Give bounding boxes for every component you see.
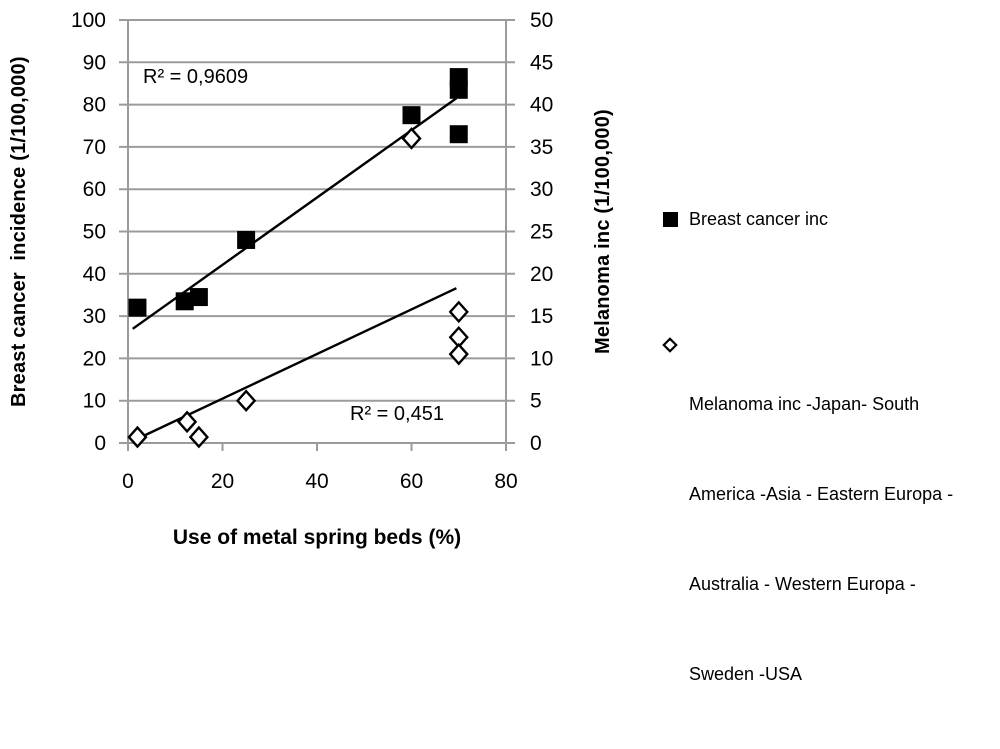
data-point-square — [175, 292, 194, 311]
x-axis-tick-label: 0 — [122, 470, 134, 493]
legend-item-melanoma: Melanoma inc -Japan- South America -Asia… — [660, 329, 965, 749]
x-axis-tick-label: 60 — [400, 470, 423, 493]
data-point-diamond — [188, 425, 209, 449]
x-axis-tick-label: 40 — [305, 470, 328, 493]
y-axis-tick-label-right: 25 — [530, 221, 553, 244]
y-axis-tick-label-right: 15 — [530, 305, 553, 328]
y-axis-tick-label-left: 80 — [83, 94, 106, 117]
trendline — [136, 287, 457, 440]
data-point-square — [402, 106, 421, 125]
y-axis-tick-label-right: 5 — [530, 390, 542, 413]
y-axis-tick-label-left: 70 — [83, 136, 106, 159]
legend-label-breast-cancer: Breast cancer inc — [689, 209, 829, 229]
data-point-diamond — [127, 425, 148, 449]
data-point-square — [237, 230, 256, 249]
y-axis-tick-label-left: 10 — [83, 390, 106, 413]
data-point-square — [128, 298, 147, 317]
chart-figure: 0 10 20 30 40 50 60 70 80 90 100 0 5 10 15 20 25 30 35 40 45… — [8, 9, 954, 684]
data-point-diamond — [448, 342, 469, 366]
data-point-square — [189, 288, 208, 307]
data-point-diamond — [401, 127, 422, 150]
y-axis-tick-label-left: 0 — [94, 432, 106, 455]
y-axis-tick-label-left: 90 — [83, 51, 106, 74]
data-point-diamond — [176, 410, 198, 434]
legend-label-melanoma-line: Australia - Western Europa - — [689, 574, 916, 594]
y-axis-tick-label-left: 100 — [71, 9, 106, 32]
trendline — [132, 97, 458, 330]
y-axis-tick-label-left: 30 — [83, 305, 106, 328]
x-axis-title: Use of metal spring beds (%) — [172, 526, 462, 549]
legend-label-melanoma: Melanoma inc -Japan- South America -Asia… — [689, 329, 953, 749]
data-point-square — [449, 125, 468, 144]
r2-annotation-breast: R² = 0,9609 — [143, 66, 249, 88]
y-axis-tick-label-left: 40 — [83, 263, 106, 286]
left-axis-title: Breast cancer incidence (1/100,000) — [8, 56, 30, 407]
legend-label-melanoma-line: Melanoma inc -Japan- South — [689, 394, 920, 414]
y-axis-tick-label-right: 30 — [530, 178, 553, 201]
scatter-plot: 0 10 20 30 40 50 60 70 80 90 100 0 5 10 15 20 25 30 35 40 45… — [71, 9, 553, 493]
open-diamond-icon — [662, 337, 678, 353]
data-point-diamond — [448, 300, 469, 324]
y-axis-tick-label-right: 20 — [530, 263, 553, 286]
y-axis-tick-label-right: 0 — [530, 432, 542, 455]
y-axis-tick-label-right: 35 — [530, 136, 553, 159]
right-axis-title: Melanoma inc (1/100,000) — [592, 109, 614, 354]
data-point-diamond — [236, 389, 257, 412]
data-point-square — [449, 80, 468, 99]
y-axis-tick-label-left: 20 — [83, 347, 106, 370]
r2-annotation-melanoma: R² = 0,451 — [350, 403, 444, 425]
legend: Breast cancer inc Melanoma inc -Japan- S… — [660, 206, 965, 749]
y-axis-tick-label-right: 10 — [530, 347, 553, 370]
legend-item-breast-cancer: Breast cancer inc — [660, 206, 965, 232]
y-axis-tick-label-right: 40 — [530, 94, 553, 117]
x-axis-tick-label: 20 — [211, 470, 234, 493]
x-axis-tick-label: 80 — [494, 470, 517, 493]
y-axis-tick-label-left: 50 — [83, 221, 106, 244]
filled-square-icon — [663, 211, 678, 227]
legend-label-melanoma-line: Sweden -USA — [689, 664, 803, 684]
legend-label-melanoma-line: America -Asia - Eastern Europa - — [689, 484, 954, 504]
y-axis-tick-label-right: 50 — [530, 9, 553, 32]
y-axis-tick-label-right: 45 — [530, 51, 553, 74]
y-axis-tick-label-left: 60 — [83, 178, 106, 201]
